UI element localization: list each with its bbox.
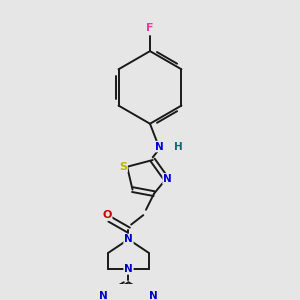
Text: S: S [119, 162, 127, 172]
Text: O: O [102, 210, 112, 220]
Text: N: N [163, 174, 172, 184]
Text: N: N [124, 264, 133, 274]
Text: N: N [100, 291, 108, 300]
Text: N: N [155, 142, 164, 152]
Text: N: N [149, 291, 158, 300]
Text: F: F [146, 23, 154, 33]
Text: H: H [174, 142, 183, 152]
Text: N: N [124, 234, 133, 244]
